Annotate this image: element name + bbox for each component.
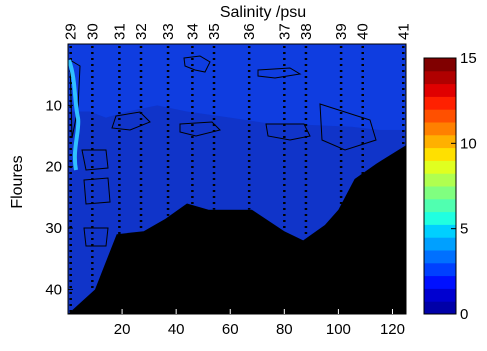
x-tick-label: 20 — [114, 321, 131, 338]
contour-blob-8 — [83, 177, 111, 205]
y-tick-label: 10 — [45, 97, 62, 114]
y-tick-label: 40 — [45, 281, 62, 298]
contour-blob-9 — [83, 227, 109, 247]
contour-blob-2 — [257, 67, 302, 79]
colorbar-swatch — [424, 211, 456, 225]
y-axis-title: Floures — [9, 155, 26, 208]
colorbar-frame — [423, 57, 457, 315]
colorbar-swatch — [424, 250, 456, 264]
colorbar-swatch — [424, 96, 456, 110]
x-tick-label: 60 — [222, 321, 239, 338]
colorbar-swatch — [424, 198, 456, 213]
salinity-tick-label: 29 — [63, 23, 80, 40]
contour-blob-3 — [111, 111, 151, 131]
contour-blob-7 — [81, 149, 109, 171]
colorbar-swatch — [424, 147, 456, 161]
plot-frame — [67, 43, 407, 315]
salinity-tick-label: 31 — [111, 23, 128, 40]
salinity-tick-label: 36 — [241, 23, 258, 40]
colorbar-tick-label: 15 — [460, 50, 477, 67]
colorbar-swatch — [424, 58, 456, 72]
contour-blob-6 — [319, 103, 377, 151]
seafloor-region — [68, 145, 406, 314]
colorbar-swatch — [424, 83, 456, 97]
salinity-tick-label: 33 — [160, 23, 177, 40]
colorbar-swatch — [424, 70, 456, 85]
colorbar-swatch — [424, 160, 456, 174]
colorbar-swatch — [424, 186, 456, 200]
salinity-tick-label: 35 — [206, 23, 223, 40]
contour-blob-5 — [265, 123, 311, 141]
salinity-tick-label: 30 — [84, 23, 101, 40]
colorbar-tick-label: 10 — [460, 135, 477, 152]
y-tick-label: 30 — [45, 220, 62, 237]
contour-blob-4 — [179, 121, 221, 137]
colorbar-swatch — [424, 237, 456, 251]
x-tick-label: 100 — [326, 321, 351, 338]
salinity-tick-label: 38 — [298, 23, 315, 40]
colorbar-tick-label: 0 — [460, 306, 468, 323]
x-tick-label: 80 — [276, 321, 293, 338]
colorbar-tick-label: 5 — [460, 221, 468, 238]
colorbar-swatch — [424, 262, 456, 277]
top-axis-title: Salinity /psu — [220, 4, 306, 21]
x-tick-label: 40 — [168, 321, 185, 338]
colorbar-swatch — [424, 122, 456, 136]
colorbar-swatch — [424, 224, 456, 238]
contour-blob-1 — [183, 55, 211, 73]
surface-gradient-band — [68, 59, 81, 171]
salinity-tick-label: 34 — [184, 23, 201, 40]
colorbar-swatch — [424, 134, 456, 149]
salinity-tick-label: 41 — [395, 23, 412, 40]
y-tick-label: 20 — [45, 159, 62, 176]
colorbar-swatch — [424, 288, 456, 302]
salinity-tick-label: 40 — [355, 23, 372, 40]
colorbar-swatch — [424, 109, 456, 123]
colorbar-swatch — [424, 173, 456, 187]
upper-water-region — [68, 44, 406, 130]
salinity-tick-label: 39 — [333, 23, 350, 40]
x-tick-label: 120 — [380, 321, 405, 338]
colorbar-swatch — [424, 301, 456, 315]
colorbar-swatch — [424, 275, 456, 289]
salinity-tick-label: 32 — [133, 23, 150, 40]
salinity-tick-label: 37 — [276, 23, 293, 40]
